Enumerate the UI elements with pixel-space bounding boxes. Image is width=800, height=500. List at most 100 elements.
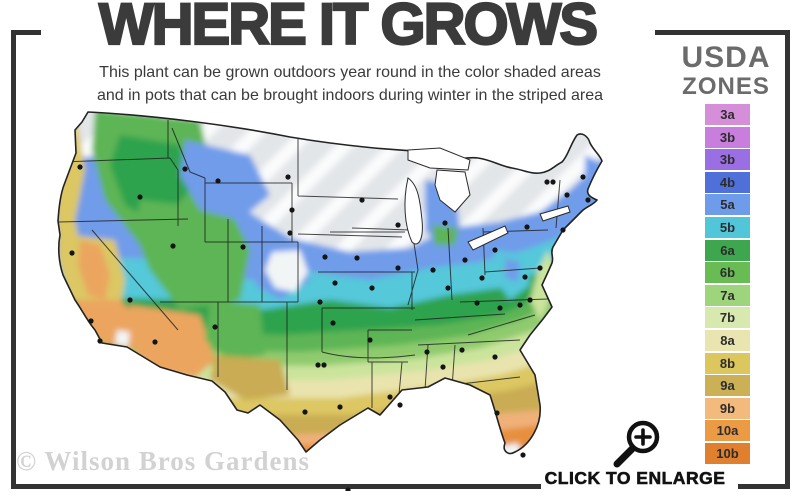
city-dot xyxy=(367,337,373,343)
legend-zone-5b: 5b xyxy=(705,216,750,238)
frame-border-bottom-left-segment xyxy=(11,484,541,489)
city-dot xyxy=(494,410,500,416)
great-lakes xyxy=(404,147,571,251)
magnifier-icon[interactable] xyxy=(605,415,667,480)
city-dot xyxy=(354,255,360,261)
city-dot xyxy=(497,305,503,311)
patch-south-florida-tip xyxy=(495,443,522,454)
city-dot xyxy=(387,394,393,400)
city-dot xyxy=(182,166,188,172)
lake-ontario xyxy=(539,205,571,222)
city-dot xyxy=(337,404,343,410)
legend-zone-7a: 7a xyxy=(705,284,750,306)
subtitle-line-2: and in pots that can be brought indoors … xyxy=(96,87,604,104)
legend-zone-3b: 3b xyxy=(705,149,750,171)
frame-border-bottom-right-segment xyxy=(738,484,790,489)
legend-title-line2: ZONES xyxy=(682,73,770,100)
city-dot xyxy=(369,285,375,291)
us-zone-map-svg xyxy=(57,111,603,493)
city-dot xyxy=(170,243,176,249)
click-to-enlarge-label[interactable]: CLICK TO ENLARGE xyxy=(544,468,726,489)
patch-colorado-highlands xyxy=(265,250,308,292)
city-dot xyxy=(442,220,448,226)
legend-zone-7b: 7b xyxy=(705,307,750,329)
usda-zone-map[interactable] xyxy=(30,95,702,493)
patch-southeast-michigan xyxy=(432,225,458,245)
legend-zone-8b: 8b xyxy=(705,352,750,374)
city-dot xyxy=(137,194,143,200)
city-dot xyxy=(459,347,465,353)
city-dot xyxy=(315,362,321,368)
city-dot xyxy=(479,275,485,281)
legend-zone-3a: 3a xyxy=(705,104,750,125)
legend-zone-10a: 10a xyxy=(705,420,750,442)
city-dot xyxy=(522,274,528,280)
state-borders xyxy=(58,120,561,408)
patch-arizona-desert xyxy=(128,305,215,378)
legend-zones: 3a 3b 3b 4b 5a 5b 6a 6b 7a 7b 8a 8b 9a 9b 10a 10b xyxy=(705,104,750,466)
city-dot xyxy=(395,265,401,271)
patch-salton xyxy=(115,330,130,347)
city-dot xyxy=(430,267,436,273)
frame-border-right xyxy=(785,30,790,489)
city-dot xyxy=(440,364,446,370)
city-dot xyxy=(322,254,328,260)
patch-new-mexico-highlands xyxy=(205,300,265,360)
city-dot xyxy=(152,339,158,345)
city-dot xyxy=(395,222,401,228)
lake-superior xyxy=(407,147,471,171)
city-dot xyxy=(445,285,451,291)
city-dot xyxy=(462,257,468,263)
frame-border-top-right-segment xyxy=(655,30,790,35)
patch-great-basin xyxy=(135,200,250,310)
city-dot xyxy=(345,487,351,493)
city-dot xyxy=(212,324,218,330)
city-dot xyxy=(215,178,221,184)
legend-title-line1: USDA xyxy=(681,41,771,74)
city-dot xyxy=(321,362,327,368)
legend-zone-6b: 6b xyxy=(705,262,750,284)
legend-zone-3b: 3b xyxy=(705,126,750,148)
legend-zone-8a: 8a xyxy=(705,329,750,351)
city-dot xyxy=(330,320,336,326)
city-dot xyxy=(474,300,480,306)
watermark: © Wilson Bros Gardens xyxy=(16,446,310,476)
city-dot xyxy=(424,349,430,355)
city-dot xyxy=(585,197,591,203)
lake-huron xyxy=(434,169,471,213)
city-dot xyxy=(302,409,308,415)
city-dot xyxy=(332,280,338,286)
frame-border-left xyxy=(11,30,16,489)
city-dot xyxy=(492,247,498,253)
us-outline xyxy=(57,111,603,455)
city-dot xyxy=(359,197,365,203)
city-dot xyxy=(520,452,526,458)
lake-michigan xyxy=(404,177,423,245)
city-dot xyxy=(88,318,94,324)
map-fill-layers xyxy=(58,112,602,454)
patch-cascades xyxy=(110,135,190,225)
city-dot xyxy=(537,265,543,271)
lake-erie xyxy=(467,225,509,251)
city-dot xyxy=(564,192,570,198)
subtitle-line-1: This plant can be grown outdoors year ro… xyxy=(99,64,601,81)
city-dot xyxy=(127,297,133,303)
patch-central-valley xyxy=(78,240,110,300)
patch-northern-rockies xyxy=(180,140,270,220)
city-dot xyxy=(517,302,523,308)
city-dot xyxy=(240,244,246,250)
city-dot xyxy=(550,179,556,185)
patch-west-texas xyxy=(210,355,290,400)
city-dot xyxy=(397,402,403,408)
legend-zone-5a: 5a xyxy=(705,194,750,216)
page-title: WHERE IT GROWS xyxy=(98,0,599,57)
city-dot xyxy=(580,174,586,180)
city-dot xyxy=(69,250,75,256)
city-dot xyxy=(560,227,566,233)
legend-title: USDA ZONES xyxy=(660,41,792,100)
city-dot xyxy=(544,179,550,185)
city-dot xyxy=(527,297,533,303)
legend-zone-4b: 4b xyxy=(705,171,750,193)
city-dot xyxy=(524,224,530,230)
